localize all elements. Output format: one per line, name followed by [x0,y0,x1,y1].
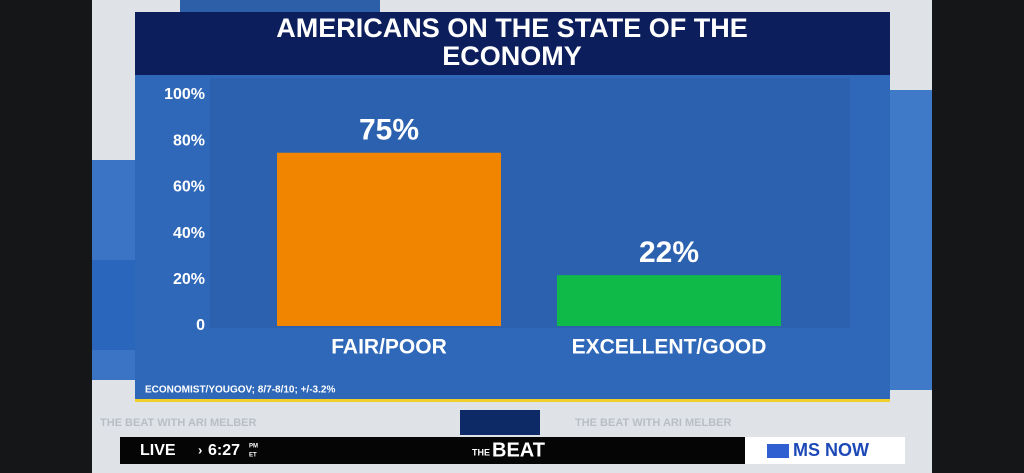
meridiem: PM [249,444,258,450]
show: BEAT [492,439,545,461]
value-label: 22% [639,236,699,269]
title-banner [135,12,890,75]
y-tick-label: 80% [173,132,205,149]
bar [557,275,781,326]
y-tick-label: 100% [164,86,205,103]
y-tick-label: 20% [173,271,205,288]
y-tick-label: 40% [173,225,205,242]
network: MS NOW [793,440,869,460]
y-tick-label: 0 [196,317,205,334]
separator: › [198,442,202,457]
source: ECONOMIST/YOUGOV; 8/7-8/10; +/-3.2% [145,385,335,396]
network-logo [767,444,789,458]
y-tick-label: 60% [173,179,205,196]
accent-line [135,399,890,402]
bar [277,152,501,326]
value-label: 75% [359,114,419,147]
show-prefix: THE [472,447,490,457]
x-tick-label: FAIR/POOR [331,336,447,359]
live: LIVE [140,442,176,459]
deco [180,0,380,12]
ticker: THE BEAT WITH ARI MELBER [575,417,731,429]
chart-title: AMERICANS ON THE STATE OF THE ECONOMY [276,13,748,71]
x-tick-label: EXCELLENT/GOOD [572,336,767,359]
time: 6:27 [208,442,240,459]
deco [92,260,135,350]
zone: ET [249,453,257,459]
deco [460,410,540,435]
ticker: THE BEAT WITH ARI MELBER [100,417,256,429]
